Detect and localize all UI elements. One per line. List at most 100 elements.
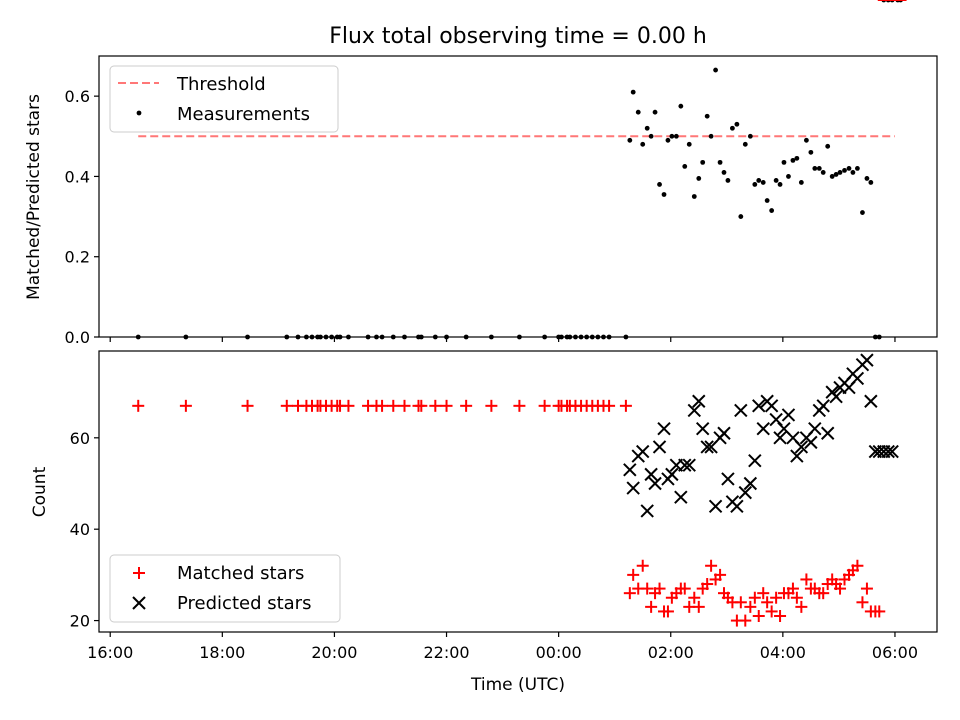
predicted-star-marker	[885, 444, 899, 459]
predicted-star-marker	[644, 467, 658, 482]
measurement-point	[794, 155, 800, 161]
matched-star-marker	[765, 605, 778, 618]
predicted-star-marker	[640, 504, 654, 518]
matched-star-marker	[645, 600, 658, 613]
matched-star-marker	[761, 596, 774, 609]
measurement-point	[850, 170, 856, 175]
matched-star-marker	[770, 591, 783, 604]
x-tick-label: 22:00	[423, 643, 469, 662]
predicted-star-marker	[820, 426, 835, 440]
top-panel: 0.0 0.2 0.4 0.6 Matched/Predicted stars Thr…	[24, 0, 938, 347]
predicted-star-marker	[657, 421, 671, 436]
measurement-point	[644, 125, 650, 131]
measurement-point	[686, 141, 692, 147]
x-tick-label: 18:00	[199, 643, 245, 662]
measurement-point	[769, 208, 775, 213]
matched-star-marker	[661, 605, 674, 618]
measurement-point	[786, 174, 791, 179]
bottom-y-axis-label: Count	[30, 466, 50, 517]
matched-star-marker	[739, 614, 752, 627]
matched-star-marker	[757, 587, 770, 600]
matched-star-marker	[873, 605, 886, 618]
measurement-point	[816, 166, 822, 171]
measurement-point	[673, 133, 679, 139]
predicted-star-marker	[816, 399, 830, 413]
matched-star-marker	[398, 399, 411, 412]
predicted-star-marker	[674, 490, 688, 504]
matched-star-marker	[714, 568, 727, 581]
bottom-legend: Matched stars Predicted stars	[109, 554, 341, 623]
measurement-point	[842, 168, 847, 173]
x-tick-label: 06:00	[872, 643, 918, 662]
top-axes-frame	[98, 55, 938, 338]
measurement-point	[864, 176, 870, 181]
x-axis-label: Time (UTC)	[470, 675, 565, 695]
x-tick-label: 00:00	[536, 643, 582, 662]
top-x-ticks	[109, 337, 896, 342]
matched-star-marker	[641, 582, 654, 595]
predicted-star-marker	[708, 499, 723, 514]
measurement-point	[640, 141, 646, 147]
predicted-star-marker	[764, 399, 779, 413]
matched-star-marker	[774, 610, 787, 623]
predicted-star-marker	[752, 399, 766, 413]
measurement-point	[790, 157, 796, 163]
matched-star-marker	[851, 559, 864, 572]
predicted-star-marker	[695, 421, 710, 436]
measurement-point	[657, 182, 662, 187]
measurement-point	[665, 137, 671, 143]
measurement-point	[833, 172, 839, 177]
top-y-tick-label: 0.0	[65, 328, 90, 347]
matched-star-marker	[538, 399, 551, 412]
matched-star-marker	[429, 399, 442, 412]
matched-star-marker	[752, 610, 765, 623]
top-y-axis-label: Matched/Predicted stars	[24, 94, 44, 300]
measurement-point	[846, 166, 852, 171]
matched-star-marker	[817, 587, 830, 600]
measurement-point	[752, 182, 758, 187]
matched-star-marker	[636, 559, 649, 572]
predicted-star-marker	[700, 440, 714, 454]
measurement-point	[760, 180, 766, 185]
measurement-point	[682, 163, 688, 169]
predicted-star-marker	[794, 440, 809, 454]
measurement-point	[777, 182, 783, 187]
x-tick-label: 16:00	[87, 643, 133, 662]
measurement-point	[808, 149, 814, 155]
measurement-point	[837, 170, 843, 175]
matched-star-marker	[179, 399, 192, 412]
measurement-point	[725, 178, 731, 183]
predicted-star-marker	[860, 353, 874, 367]
measurement-point	[738, 214, 744, 219]
matched-star-marker	[795, 600, 808, 613]
measurement-point	[627, 137, 633, 143]
predicted-star-marker	[623, 463, 637, 477]
top-legend: Threshold Measurements	[109, 65, 339, 133]
predicted-star-marker	[730, 499, 744, 514]
chart-title: Flux total observing time = 0.00 h	[329, 24, 707, 49]
measurement-point	[700, 159, 706, 165]
measurement-point	[764, 198, 770, 203]
measurement-point	[756, 178, 762, 183]
measurement-point	[717, 159, 723, 165]
measurement-point	[635, 109, 641, 115]
matched-star-marker	[387, 399, 400, 412]
predicted-star-marker	[665, 467, 679, 482]
legend-measurements-label: Measurements	[177, 104, 310, 125]
predicted-star-marker	[682, 458, 696, 472]
predicted-star-marker	[717, 426, 731, 440]
measurement-point	[696, 176, 702, 181]
matched-star-marker	[748, 591, 761, 604]
bottom-axes-frame	[98, 350, 938, 633]
predicted-star-marker	[626, 481, 640, 495]
measurement-point	[820, 170, 826, 175]
measurement-point	[773, 178, 779, 183]
matched-star-marker	[800, 573, 813, 586]
measurement-point	[803, 137, 809, 143]
predicted-star-marker	[756, 421, 770, 436]
predicted-star-marker	[781, 408, 796, 422]
bottom-predicted-layer	[623, 353, 899, 518]
measurement-point	[734, 121, 740, 127]
matched-star-marker	[627, 568, 640, 581]
matched-star-marker	[513, 399, 526, 412]
